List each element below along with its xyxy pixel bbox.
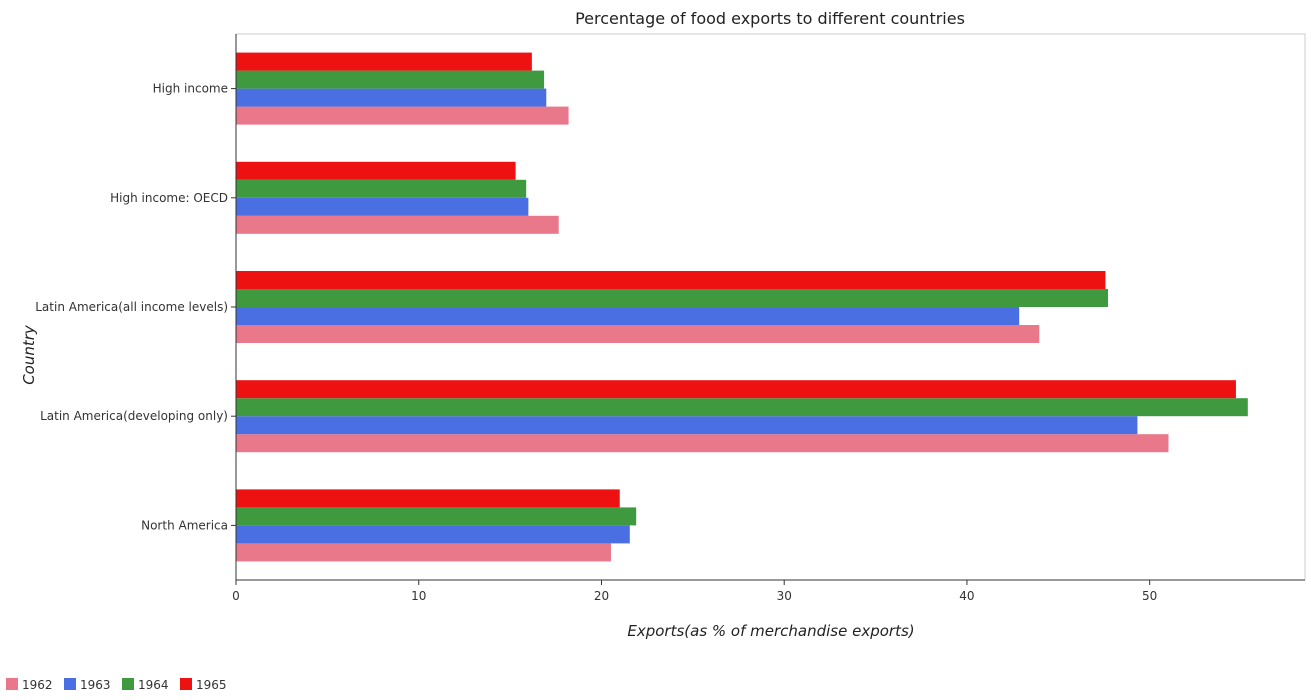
bar-1965-4 (236, 489, 620, 508)
bar-1965-2 (236, 271, 1106, 289)
y-tick-label: High income: OECD (110, 191, 228, 205)
plot-area (235, 33, 1306, 581)
bar-1965-3 (236, 380, 1236, 399)
legend-swatch-1962 (6, 678, 18, 690)
legend-label-1964: 1964 (138, 678, 169, 692)
legend-swatch-1964 (122, 678, 134, 690)
x-tick-label: 40 (959, 589, 974, 603)
bar-1964-4 (236, 507, 637, 526)
bar-1962-2 (236, 325, 1040, 343)
y-tick-label: Latin America(developing only) (40, 409, 228, 423)
bar-1963-0 (236, 88, 547, 107)
legend-swatch-1965 (180, 678, 192, 690)
x-tick-label: 30 (777, 589, 792, 603)
x-axis: 0 10 20 30 40 50 (232, 580, 1157, 603)
y-tick-label: Latin America(all income levels) (35, 300, 228, 314)
x-tick-label: 10 (411, 589, 426, 603)
bar-1965-1 (236, 161, 516, 180)
bar-1962-0 (236, 106, 569, 125)
x-tick-label: 20 (594, 589, 609, 603)
bar-1964-3 (236, 398, 1248, 417)
bar-1962-1 (236, 215, 559, 234)
bar-1963-1 (236, 197, 529, 216)
legend-label-1963: 1963 (80, 678, 111, 692)
bar-1965-0 (236, 52, 532, 71)
legend: 1962 1963 1964 1965 (6, 678, 227, 692)
bar-1963-2 (236, 307, 1020, 325)
bar-1964-0 (236, 70, 545, 89)
y-axis-label: Country (20, 324, 38, 385)
bar-1962-3 (236, 434, 1169, 453)
bar-1962-4 (236, 543, 611, 562)
legend-label-1962: 1962 (22, 678, 53, 692)
x-tick-label: 0 (232, 589, 240, 603)
y-tick-label: High income (153, 82, 228, 96)
y-tick-label: North America (141, 518, 228, 532)
bar-1964-1 (236, 179, 527, 198)
bar-1963-3 (236, 416, 1138, 435)
chart-title: Percentage of food exports to different … (575, 9, 965, 28)
legend-swatch-1963 (64, 678, 76, 690)
x-tick-label: 50 (1142, 589, 1157, 603)
x-axis-label: Exports(as % of merchandise exports) (627, 622, 914, 640)
bar-1963-4 (236, 525, 630, 544)
bar-1964-2 (236, 289, 1109, 307)
y-axis: High income High income: OECD Latin Americ… (35, 82, 236, 532)
legend-label-1965: 1965 (196, 678, 227, 692)
